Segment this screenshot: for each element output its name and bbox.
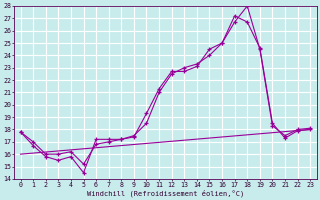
X-axis label: Windchill (Refroidissement éolien,°C): Windchill (Refroidissement éolien,°C) — [87, 189, 244, 197]
